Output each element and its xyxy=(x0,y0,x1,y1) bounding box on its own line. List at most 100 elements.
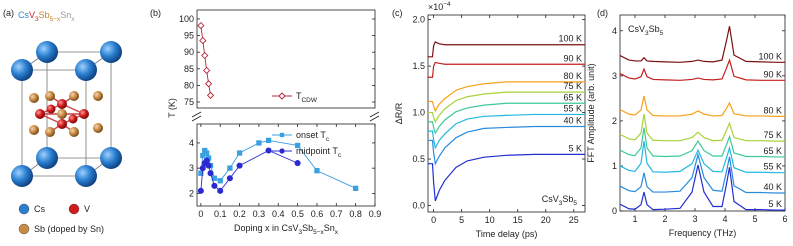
x-tick-label: 4 xyxy=(722,214,727,224)
y-axis-label: FFT Amplitude (arb. unit) xyxy=(586,63,596,162)
text-part: Doping x in CsV xyxy=(234,223,299,233)
annotation: CsV3Sb5 xyxy=(628,24,664,37)
atom-cs xyxy=(100,41,122,63)
marker xyxy=(314,168,320,174)
atom-v xyxy=(57,119,67,129)
text-part: 5 xyxy=(573,200,577,207)
atom-sb xyxy=(45,91,55,101)
y-tick-label: 85 xyxy=(184,64,194,74)
x-tick-label: 0.2 xyxy=(233,209,246,219)
text-part: 5−x xyxy=(313,229,324,236)
series-label: 90 K xyxy=(763,69,782,79)
x-tick-label: 1 xyxy=(632,214,637,224)
series xyxy=(428,81,585,113)
panel-label: (c) xyxy=(392,8,403,18)
y-tick-label: 95 xyxy=(184,31,194,41)
marker xyxy=(294,142,301,149)
panel-label: (d) xyxy=(597,8,608,18)
text-part: c xyxy=(326,136,330,143)
y-tick-label: 4 xyxy=(612,26,617,36)
plot-frame xyxy=(427,14,586,213)
series xyxy=(619,95,785,117)
x-tick-label: 0 xyxy=(431,215,436,225)
atom-v xyxy=(35,109,45,119)
x-tick-label: 25 xyxy=(569,215,579,225)
text-part: ×10 xyxy=(428,2,443,12)
series xyxy=(197,147,301,194)
x-tick-label: 15 xyxy=(513,215,523,225)
atom-cs xyxy=(75,59,97,81)
text-part: x xyxy=(71,16,75,23)
series xyxy=(428,113,585,150)
series xyxy=(619,152,785,194)
atom-cs xyxy=(11,59,33,81)
series-line xyxy=(619,58,785,81)
y-tick-label: 80 xyxy=(184,80,194,90)
series-label: 75 K xyxy=(763,130,782,140)
x-tick-label: 0.5 xyxy=(291,209,304,219)
series-line xyxy=(619,26,785,63)
series-line xyxy=(428,41,585,58)
atom-sb xyxy=(69,91,79,101)
series-line xyxy=(428,81,585,113)
x-tick-label: 5 xyxy=(752,214,757,224)
y-tick-label: 3 xyxy=(612,71,617,81)
y-axis-label: ΔR/R xyxy=(394,102,404,124)
atom-sb xyxy=(93,123,103,133)
series-line xyxy=(428,102,585,135)
y-tick-label: 2.0 xyxy=(412,15,425,25)
x-tick-label: 6 xyxy=(782,214,787,224)
series-label: 80 K xyxy=(563,71,582,81)
x-tick-label: 0.8 xyxy=(349,209,362,219)
series-label: 90 K xyxy=(563,53,582,63)
marker xyxy=(205,162,212,169)
atom-cs xyxy=(100,147,122,169)
atom-cs xyxy=(75,165,97,187)
series-line xyxy=(619,127,785,158)
text-part: Sb xyxy=(649,24,660,34)
series xyxy=(428,153,585,202)
y-tick-label: 1.0 xyxy=(412,108,425,118)
y-tick-label: 0 xyxy=(612,206,617,216)
atom-sb xyxy=(29,125,39,135)
atom-sb xyxy=(93,91,103,101)
x-tick-label: 0.1 xyxy=(214,209,227,219)
break-mark xyxy=(191,115,202,122)
legend-marker xyxy=(18,203,30,215)
y-tick-label: 0.5 xyxy=(412,154,425,164)
text-part: c xyxy=(338,152,342,159)
legend-label: Sb (doped by Sn) xyxy=(34,224,104,234)
y-tick-label: 4 xyxy=(189,138,194,148)
atom-sb xyxy=(45,127,55,137)
series-line xyxy=(428,153,585,202)
y-tick-label: 3 xyxy=(189,163,194,173)
marker xyxy=(197,187,204,194)
series xyxy=(619,58,785,81)
y-tick-label: 0.0 xyxy=(412,200,425,210)
panel-label: (a) xyxy=(3,8,14,18)
x-tick-label: 0.3 xyxy=(253,209,266,219)
series xyxy=(428,125,585,166)
atom-v xyxy=(79,109,89,119)
series-label: 80 K xyxy=(763,105,782,115)
legend-marker xyxy=(279,148,285,154)
series-label: 40 K xyxy=(563,116,582,126)
legend-label: Cs xyxy=(34,204,45,214)
marker xyxy=(294,160,301,167)
marker xyxy=(203,157,210,164)
text-part: CDW xyxy=(302,97,318,104)
x-tick-label: 0 xyxy=(198,209,203,219)
series-line xyxy=(428,61,585,78)
series xyxy=(428,61,585,78)
marker xyxy=(217,178,223,184)
y-tick-label: 75 xyxy=(184,97,194,107)
text-part: T xyxy=(296,91,302,101)
legend-label: TCDW xyxy=(296,91,318,104)
marker xyxy=(198,170,204,176)
marker xyxy=(236,150,243,156)
x-tick-label: 0.9 xyxy=(369,209,382,219)
legend-label: onset Tc xyxy=(296,130,330,143)
series-label: 75 K xyxy=(563,81,582,91)
